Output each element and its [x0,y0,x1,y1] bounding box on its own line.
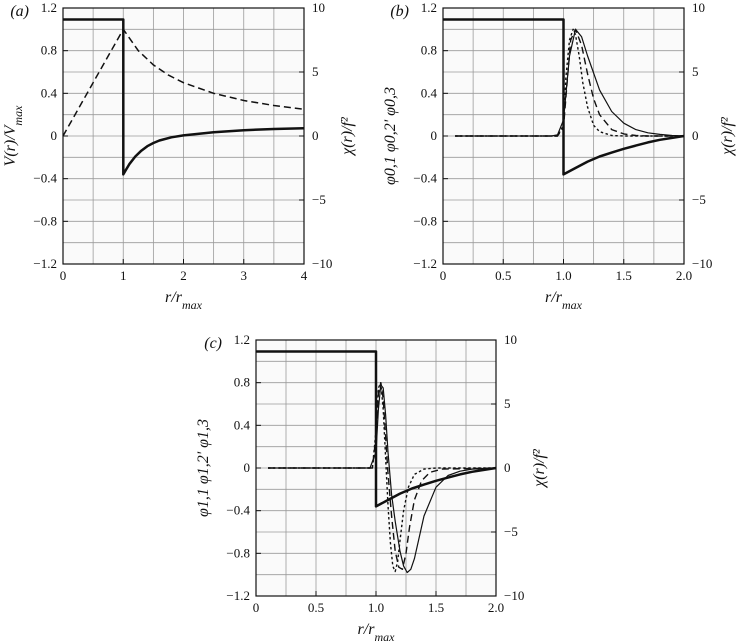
x-axis-label: r/rmax [358,621,396,641]
y-tick-label: −1.2 [413,256,437,271]
y2-tick-label: 10 [312,0,325,15]
x-tick-label: 0 [60,268,67,283]
y2-axis-label: χ(r)/f² [531,448,548,489]
y-tick-label: 1.2 [421,0,437,15]
y-tick-label: −0.8 [413,213,437,228]
y-axis-label: φ1,1 φ1,2' φ1,3 [195,419,212,517]
y-tick-label: 0.4 [41,85,58,100]
x-axis-label: r/rmax [545,289,583,312]
x-tick-label: 4 [301,268,308,283]
x-tick-label: 1.5 [428,600,444,615]
y-tick-label: 1.2 [41,0,57,15]
y2-tick-label: 0 [692,128,699,143]
series-line-2 [63,18,305,176]
y-tick-label: 0 [51,128,58,143]
x-tick-label: 0 [440,268,447,283]
y-axis-label: φ0,1 φ0,2' φ0,3 [382,87,399,185]
x-axis-label: r/rmax [165,289,203,312]
y-tick-label: −1.2 [33,256,57,271]
series-line-4 [455,28,684,137]
y2-tick-label: −5 [692,192,706,207]
y2-axis-label: χ(r)/f² [719,116,736,157]
y-tick-label: 0.4 [421,85,438,100]
panel-label: (b) [390,3,409,20]
y2-tick-label: −10 [692,256,712,271]
y2-tick-label: 5 [692,64,699,79]
series-line-2 [268,384,497,574]
y2-tick-label: −10 [504,588,524,603]
y2-tick-label: −5 [312,192,326,207]
y-tick-label: −0.4 [413,171,437,186]
y-tick-label: 0.8 [41,43,57,58]
y-tick-label: −0.4 [33,171,57,186]
y2-tick-label: −5 [504,524,518,539]
x-tick-label: 2.0 [676,268,692,283]
chart-panel-1: 0 1 2 3 4 1.2 0.8 0.4 0 −0.4 −0.8 −1.2 10 5 0 −5 −10 (a) r… [2,0,356,312]
y2-tick-label: 5 [504,396,511,411]
series-line-1 [62,28,305,137]
x-tick-label: 1.0 [368,600,384,615]
x-tick-label: 2 [180,268,187,283]
series-line-1 [443,18,685,176]
y-tick-label: −0.8 [33,213,57,228]
y-tick-label: −1.2 [226,588,250,603]
y-tick-label: −0.8 [226,545,250,560]
x-tick-label: 3 [241,268,248,283]
panel-label: (a) [10,3,29,20]
y-tick-label: 0.8 [421,43,437,58]
y-tick-label: −0.4 [226,503,250,518]
y2-tick-label: 5 [312,64,319,79]
chart-panel-2: 0 0.5 1.0 1.5 2.0 1.2 0.8 0.4 0 −0.4 −0.8 −1.2 10 5 0 −… [382,0,736,312]
x-tick-label: 1.5 [616,268,632,283]
y-tick-label: 0 [244,460,251,475]
series-line-1 [256,350,497,508]
y2-tick-label: 0 [504,460,511,475]
panel-label: (c) [204,335,222,352]
y-tick-label: 0.8 [234,375,250,390]
y-tick-label: 0.4 [234,417,251,432]
x-tick-label: 0 [253,600,260,615]
series-line-2 [455,28,685,137]
x-tick-label: 0.5 [495,268,511,283]
x-tick-label: 1.0 [555,268,571,283]
chart-panel-3: 0 0.5 1.0 1.5 2.0 1.2 0.8 0.4 0 −0.4 −0.8 −1.2 10 5 0 −… [195,332,548,641]
y-axis-label: V(r)/Vmax [2,105,25,167]
x-tick-label: 2.0 [488,600,504,615]
series-line-3 [268,382,497,570]
y2-tick-label: 10 [504,332,517,347]
y2-tick-label: −10 [312,256,332,271]
x-tick-label: 0.5 [308,600,324,615]
y2-tick-label: 0 [312,128,319,143]
y-tick-label: 1.2 [234,332,250,347]
x-tick-label: 1 [120,268,127,283]
y-tick-label: 0 [431,128,438,143]
y2-axis-label: χ(r)/f² [339,116,356,157]
y2-tick-label: 10 [692,0,705,15]
